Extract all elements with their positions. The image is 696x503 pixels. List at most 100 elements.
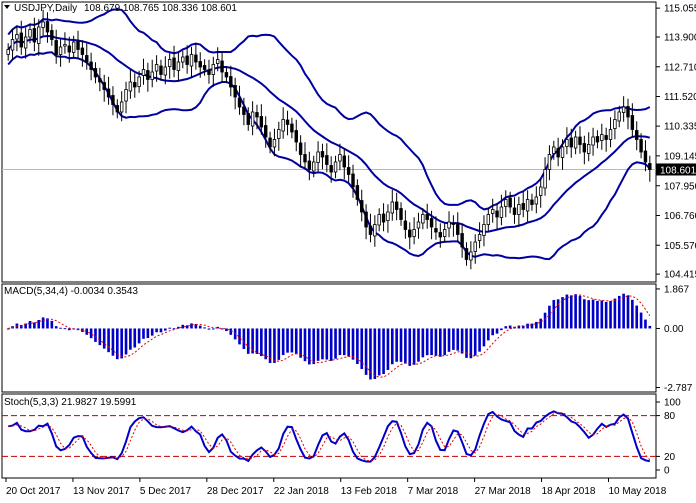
candle <box>128 69 133 99</box>
candle-body <box>442 229 447 237</box>
macd-histogram-bar <box>556 299 560 329</box>
candle-body <box>517 204 521 215</box>
candle <box>613 110 617 140</box>
macd-histogram-bar <box>438 328 442 357</box>
candle-body <box>124 89 128 102</box>
candle <box>207 59 211 84</box>
macd-histogram-bar <box>321 328 324 360</box>
candle-body <box>386 211 390 221</box>
candle <box>434 216 438 240</box>
candle <box>490 198 495 223</box>
macd-histogram-bar <box>347 328 350 357</box>
candle-body <box>150 71 154 80</box>
candle-body <box>224 72 229 78</box>
macd-histogram-bar <box>133 328 137 348</box>
candle <box>312 155 316 178</box>
macd-histogram-bar <box>644 319 647 329</box>
candle <box>102 74 106 102</box>
macd-panel[interactable] <box>6 293 652 380</box>
candle <box>233 77 237 110</box>
candle <box>451 215 456 237</box>
candle <box>41 9 45 36</box>
candle-body <box>364 211 368 228</box>
candle <box>325 143 329 173</box>
candle-body <box>137 76 141 87</box>
candle <box>220 51 224 83</box>
candle-body <box>80 47 85 55</box>
stoch-panel[interactable] <box>2 410 656 463</box>
price-panel[interactable] <box>2 8 656 270</box>
candle-body <box>560 146 565 158</box>
x-tick-label: 28 Dec 2017 <box>207 486 264 497</box>
macd-tick-label: 1.867 <box>664 284 689 295</box>
candle <box>530 193 534 211</box>
candle-body <box>360 200 364 213</box>
candle-body <box>259 116 264 128</box>
candle <box>412 217 416 245</box>
macd-histogram-bar <box>399 328 403 362</box>
candle <box>626 98 630 130</box>
candle <box>150 59 154 88</box>
macd-histogram-bar <box>430 328 433 356</box>
candle-body <box>41 21 45 28</box>
bollinger-upper-line <box>7 8 651 211</box>
chart-header: USDJPY,Daily 108.679 108.765 108.336 108… <box>4 3 237 14</box>
candle-body <box>534 196 539 205</box>
candle <box>181 50 185 69</box>
candle <box>464 242 469 266</box>
candle-body <box>37 26 41 44</box>
stoch-main-line <box>8 410 651 463</box>
macd-histogram-bar <box>111 328 115 356</box>
macd-header: MACD(5,34,4) -0.0034 0.3543 <box>4 286 138 297</box>
candle-body <box>255 112 259 118</box>
macd-histogram-bar <box>6 328 10 330</box>
candle-body <box>587 144 591 154</box>
candle-body <box>565 139 569 147</box>
macd-histogram-bar <box>286 328 289 353</box>
macd-histogram-bar <box>491 328 494 336</box>
x-tick-label: 18 Apr 2018 <box>542 486 596 497</box>
candle <box>80 40 85 67</box>
candle <box>277 121 281 151</box>
price-tick-label: 112.710 <box>664 62 696 73</box>
candle-body <box>495 210 499 218</box>
price-tick-label: 113.900 <box>664 33 696 44</box>
panel-frame <box>1 393 657 479</box>
candle <box>621 96 626 122</box>
candle-body <box>159 65 163 75</box>
macd-histogram-bar <box>334 328 337 359</box>
candle <box>185 45 189 74</box>
candle <box>351 164 355 198</box>
candle <box>167 51 172 79</box>
bollinger-lower-line <box>7 51 651 261</box>
candle-body <box>556 148 560 158</box>
candle-body <box>613 119 617 129</box>
candle-body <box>154 64 159 72</box>
macd-histogram-bar <box>28 320 32 329</box>
macd-histogram-bar <box>67 328 71 331</box>
candle <box>469 241 473 270</box>
candle-body <box>115 105 120 113</box>
candle <box>307 151 312 181</box>
candle-body <box>50 30 54 40</box>
macd-histogram-bar <box>59 327 62 329</box>
candle <box>154 55 159 82</box>
candle-body <box>381 213 386 223</box>
candle <box>565 127 569 155</box>
candle-body <box>346 167 351 175</box>
macd-histogram-bar <box>360 328 364 370</box>
x-tick-label: 5 Dec 2017 <box>140 486 192 497</box>
candle <box>648 155 652 182</box>
macd-histogram-bar <box>574 294 577 329</box>
candle <box>595 130 600 149</box>
candle <box>368 213 373 243</box>
candle-body <box>608 129 613 140</box>
candle-body <box>504 199 508 207</box>
macd-histogram-bar <box>434 328 438 356</box>
macd-histogram-bar <box>543 312 547 329</box>
candle <box>259 104 264 135</box>
dropdown-arrow-icon[interactable] <box>4 5 10 9</box>
candle-body <box>85 55 89 63</box>
